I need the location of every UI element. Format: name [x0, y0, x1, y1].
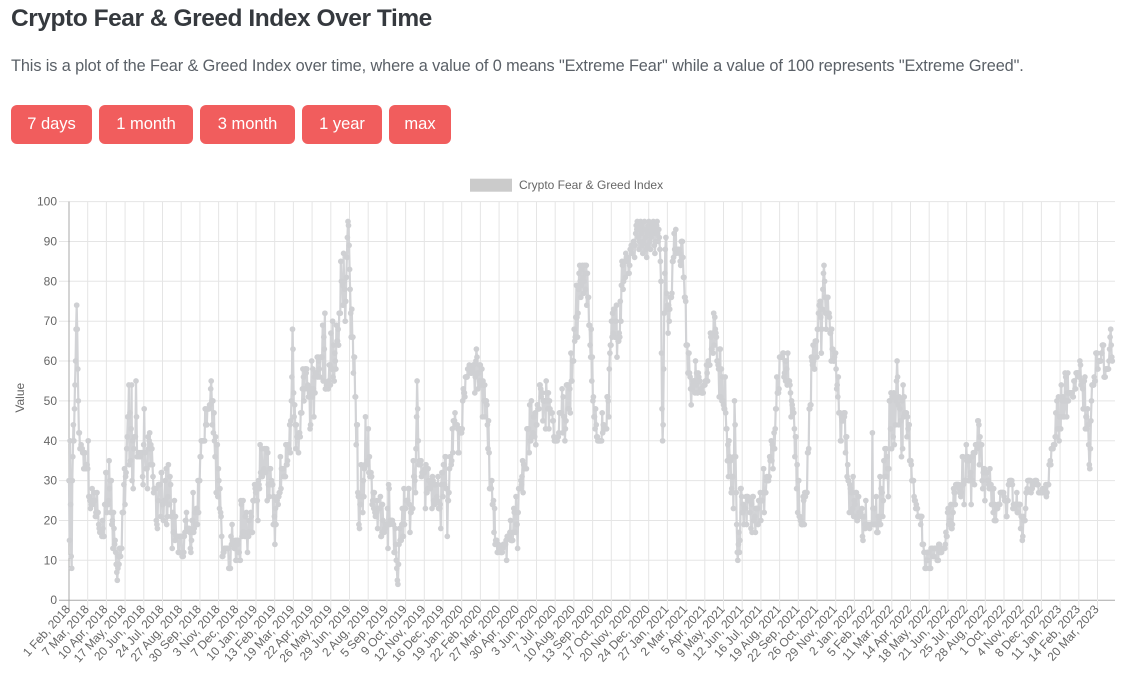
- svg-text:10: 10: [44, 553, 58, 567]
- svg-text:0: 0: [50, 593, 57, 607]
- svg-text:90: 90: [44, 234, 58, 248]
- svg-text:50: 50: [44, 394, 58, 408]
- svg-text:80: 80: [44, 274, 58, 288]
- svg-text:100: 100: [37, 194, 57, 208]
- svg-text:Value: Value: [13, 382, 27, 412]
- svg-text:60: 60: [44, 354, 58, 368]
- svg-text:Crypto Fear & Greed Index: Crypto Fear & Greed Index: [519, 178, 663, 192]
- svg-text:40: 40: [44, 434, 58, 448]
- svg-text:20: 20: [44, 513, 58, 527]
- svg-text:70: 70: [44, 314, 58, 328]
- svg-text:30: 30: [44, 473, 58, 487]
